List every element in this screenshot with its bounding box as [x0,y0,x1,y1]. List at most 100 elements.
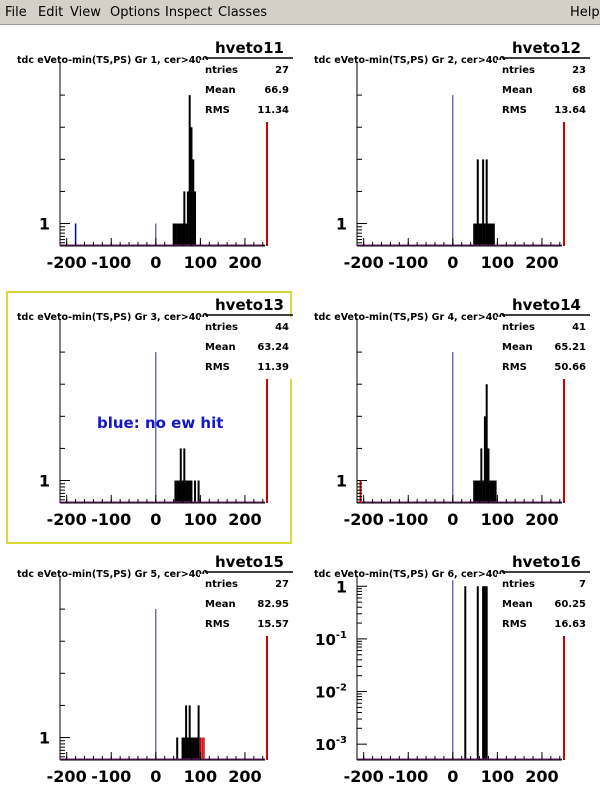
x-tick-label: 100 [184,767,217,786]
x-tick-label: -200 [344,253,384,272]
stats-box: hveto14 ntries 41 Mean 65.21 RMS 50.66 [497,296,590,379]
pad-title: tdc eVeto-min(TS,PS) Gr 5, cer>400 [17,569,209,580]
x-tick-label: 200 [228,510,261,529]
pad-hveto13[interactable]: -200 -100 0 100 200 1 tdc eVeto-min(TS,PS) Gr … [6,291,293,544]
x-tick-label: -200 [344,510,384,529]
stats-mean-value: 63.24 [257,342,289,353]
y-tick-label-base: 10 [315,684,336,702]
stats-entries-value: 23 [572,65,586,76]
pad-title: tdc eVeto-min(TS,PS) Gr 4, cer>400 [314,312,506,323]
hist-name: hveto14 [512,296,581,314]
stats-mean-label: Mean [205,342,236,353]
stats-box: hveto16 ntries 7 Mean 60.25 RMS 16.63 [497,553,590,636]
y-tick-label-base: 10 [315,631,336,649]
menu-bar: File Edit View Options Inspect Classes H… [0,0,600,25]
x-tick-label: -200 [47,253,87,272]
stats-entries-label: ntries [502,322,535,333]
y-tick-label: 1 [336,215,347,234]
stats-mean-label: Mean [502,85,533,96]
stats-entries-label: ntries [205,579,238,590]
x-tick-label: 100 [481,253,514,272]
stats-rms-value: 50.66 [554,362,586,373]
y-tick-label-base: 10 [315,736,336,754]
stats-box: hveto12 ntries 23 Mean 68 RMS 13.64 [497,39,590,122]
stats-entries-label: ntries [205,322,238,333]
stats-box-bg [497,60,590,122]
stats-rms-value: 16.63 [554,619,586,630]
stats-box: hveto11 ntries 27 Mean 66.9 RMS 11.34 [200,39,293,122]
stats-mean-value: 68 [572,85,586,96]
stats-rms-value: 13.64 [554,105,586,116]
x-tick-label: 0 [150,510,161,529]
pad-hveto12[interactable]: -200 -100 0 100 200 1 tdc eVeto-min(TS,PS) Gr … [314,39,590,272]
y-tick-label-exponent: -3 [336,735,347,746]
stats-mean-label: Mean [502,342,533,353]
x-tick-label: 200 [228,767,261,786]
stats-mean-value: 60.25 [554,599,586,610]
x-tick-label: 0 [150,767,161,786]
pad-title: tdc eVeto-min(TS,PS) Gr 3, cer>400 [17,312,209,323]
x-tick-label: -100 [388,510,428,529]
x-tick-label: -100 [91,253,131,272]
x-tick-label: 200 [525,767,558,786]
pad-title: tdc eVeto-min(TS,PS) Gr 6, cer>400 [314,569,506,580]
y-tick-label: 1 [39,215,50,234]
y-tick-label: 10-2 [315,683,347,702]
root-canvas[interactable]: -200 -100 0 100 200 1 tdc eVeto-min(TS,PS) Gr … [0,25,600,800]
menu-file[interactable]: File [5,5,27,20]
pad-hveto11[interactable]: -200 -100 0 100 200 1 tdc eVeto-min(TS,PS) Gr … [17,39,293,272]
stats-rms-label: RMS [502,105,527,116]
stats-rms-label: RMS [502,619,527,630]
menu-classes[interactable]: Classes [218,5,267,20]
y-tick-label: 1 [39,729,50,748]
stats-mean-label: Mean [502,599,533,610]
stats-rms-label: RMS [205,105,230,116]
annotation-label: blue: no ew hit [97,414,223,432]
stats-mean-value: 65.21 [554,342,586,353]
y-tick-label: 1 [336,472,347,491]
pad-title: tdc eVeto-min(TS,PS) Gr 1, cer>400 [17,55,209,66]
y-tick-label-exponent: -2 [336,683,347,694]
stats-mean-value: 82.95 [257,599,289,610]
stats-box: hveto15 ntries 27 Mean 82.95 RMS 15.57 [200,553,293,636]
stats-mean-value: 66.9 [264,85,289,96]
stats-box-bg [497,574,590,636]
y-tick-label-exponent: -1 [336,630,347,641]
stats-rms-label: RMS [205,362,230,373]
stats-box-bg [200,574,293,636]
stats-box: hveto13 ntries 44 Mean 63.24 RMS 11.39 [200,296,293,379]
x-tick-label: -200 [344,767,384,786]
stats-rms-value: 11.39 [257,362,289,373]
x-tick-label: 200 [228,253,261,272]
x-tick-label: 0 [447,253,458,272]
x-tick-label: 0 [447,767,458,786]
stats-rms-label: RMS [502,362,527,373]
x-tick-label: 200 [525,253,558,272]
stats-entries-value: 27 [275,579,289,590]
x-tick-label: -200 [47,510,87,529]
pad-hveto14[interactable]: -200 -100 0 100 200 1 tdc eVeto-min(TS,PS) Gr … [314,296,590,529]
stats-box-bg [497,317,590,379]
hist-name: hveto13 [215,296,284,314]
x-tick-label: 100 [184,510,217,529]
menu-inspect[interactable]: Inspect [165,5,213,20]
menu-help[interactable]: Help [570,5,600,20]
stats-mean-label: Mean [205,85,236,96]
x-tick-label: -100 [388,767,428,786]
menu-view[interactable]: View [70,5,101,20]
y-tick-label: 1 [39,472,50,491]
pad-hveto15[interactable]: -200 -100 0 100 200 1 tdc eVeto-min(TS,PS) Gr … [17,553,293,786]
stats-entries-value: 41 [572,322,586,333]
stats-entries-value: 7 [579,579,586,590]
x-tick-label: -100 [388,253,428,272]
stats-box-bg [200,317,293,379]
menu-edit[interactable]: Edit [38,5,64,20]
x-tick-label: -100 [91,767,131,786]
x-tick-label: 0 [447,510,458,529]
x-tick-label: 100 [481,767,514,786]
x-tick-label: 100 [481,510,514,529]
menu-options[interactable]: Options [110,5,161,20]
y-tick-label: 1 [336,577,347,596]
